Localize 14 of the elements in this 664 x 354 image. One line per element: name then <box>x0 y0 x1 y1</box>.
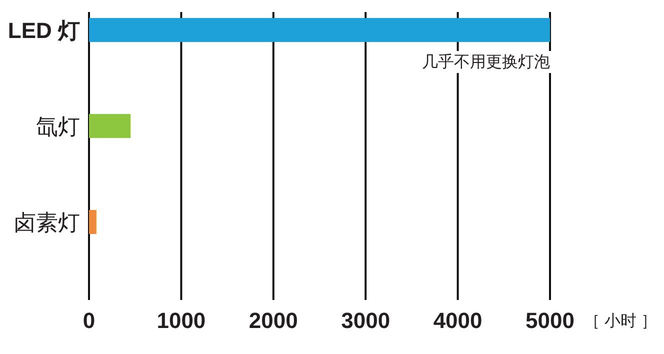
y-tick-label: 卤素灯 <box>14 210 80 235</box>
bar <box>89 210 96 234</box>
x-axis-title: ［ 小时 ］ <box>584 312 657 330</box>
x-tick-label: 5000 <box>526 308 574 333</box>
bar <box>89 18 550 42</box>
x-tick-label: 3000 <box>341 308 390 333</box>
y-tick-label: LED 灯 <box>8 18 80 43</box>
x-tick-label: 2000 <box>248 308 298 333</box>
x-tick-label: 0 <box>82 308 96 333</box>
annotation: 几乎不用更换灯泡 <box>422 53 550 71</box>
x-tick-label: 1000 <box>156 308 206 333</box>
y-tick-label: 氙灯 <box>36 114 80 139</box>
bar <box>89 114 130 138</box>
x-tick-label: 4000 <box>433 308 482 333</box>
